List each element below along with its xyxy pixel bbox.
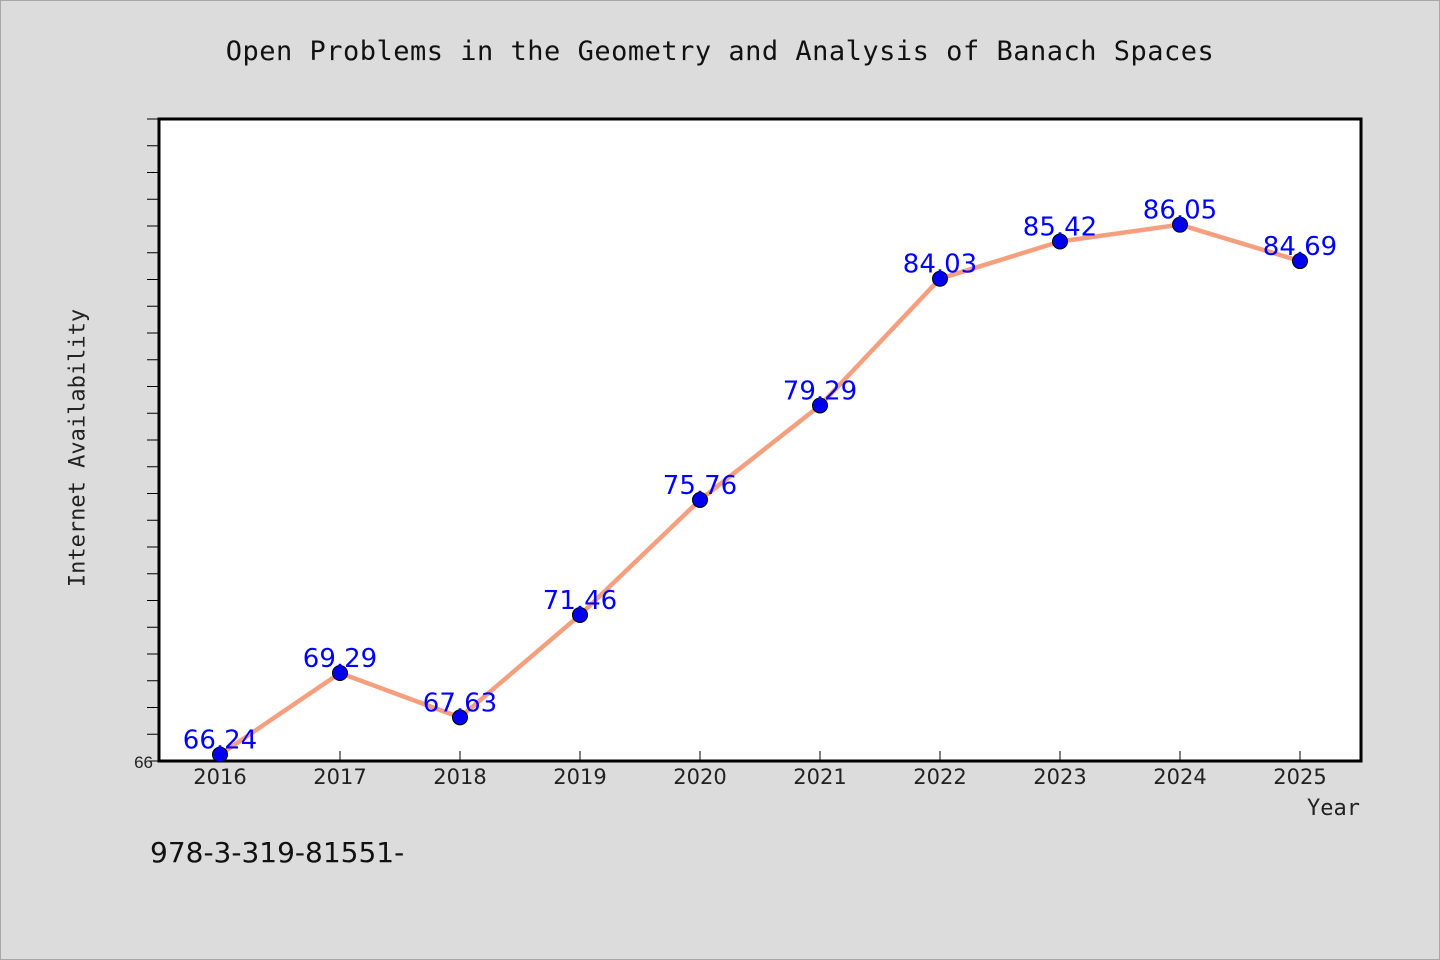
x-axis-label: Year [1307,796,1360,821]
data-point [572,606,588,623]
data-label: 75.76 [663,471,737,501]
data-label: 66.24 [183,726,257,756]
data-label: 79.29 [783,376,857,406]
x-tick-label: 2025 [1273,765,1326,789]
data-label: 84.69 [1263,232,1337,262]
x-tick-label: 2020 [673,765,726,789]
series-line [217,222,1303,757]
data-point [452,709,468,726]
x-tick-label: 2019 [553,765,606,789]
x-tick-label: 2021 [793,765,846,789]
x-tick-label: 2018 [433,765,486,789]
y-tick-label: 66 [134,753,153,772]
data-point [1052,233,1068,250]
x-axis-ticks: 2016 2017 2018 2019 2020 2021 2022 2023 2024 2025 [193,751,1327,789]
data-label: 85.42 [1023,213,1097,243]
y-axis-ticks: 66 [134,118,159,772]
data-label: 69.29 [303,644,377,674]
data-label: 84.03 [903,250,977,280]
data-label: 86.05 [1143,196,1217,226]
chart-title: Open Problems in the Geometry and Analys… [225,36,1215,67]
series-group [212,216,1308,763]
x-tick-label: 2024 [1153,765,1206,789]
x-tick-label: 2022 [913,765,966,789]
x-tick-label: 2016 [193,765,246,789]
data-point [812,397,828,414]
data-point [1292,253,1308,270]
data-label: 67.63 [423,688,497,718]
data-point [692,491,708,508]
isbn-text: 978-3-319-81551- [150,836,405,869]
data-point [1172,216,1188,233]
data-point [332,664,348,681]
data-labels: 66.24 69.29 67.63 71.46 75.76 79.29 84.03 85.42… [183,196,1337,756]
data-label: 71.46 [543,586,617,616]
data-point [932,270,948,287]
data-point [212,746,228,763]
x-tick-label: 2023 [1033,765,1086,789]
x-tick-label: 2017 [313,765,366,789]
